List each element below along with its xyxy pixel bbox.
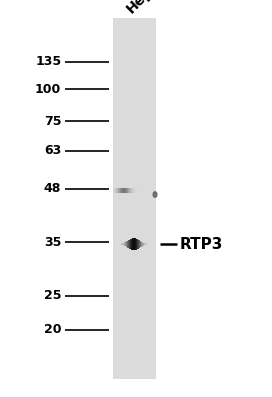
Text: 75: 75: [44, 115, 61, 127]
Text: 135: 135: [35, 55, 61, 68]
Text: 35: 35: [44, 236, 61, 249]
Text: RTP3: RTP3: [180, 237, 223, 252]
Text: HepG2: HepG2: [123, 0, 170, 16]
Text: 25: 25: [44, 289, 61, 302]
Text: 20: 20: [44, 323, 61, 336]
Bar: [113, 18, 156, 379]
Circle shape: [153, 192, 157, 197]
Text: 63: 63: [44, 145, 61, 157]
Text: 100: 100: [35, 83, 61, 96]
Text: 48: 48: [44, 182, 61, 195]
